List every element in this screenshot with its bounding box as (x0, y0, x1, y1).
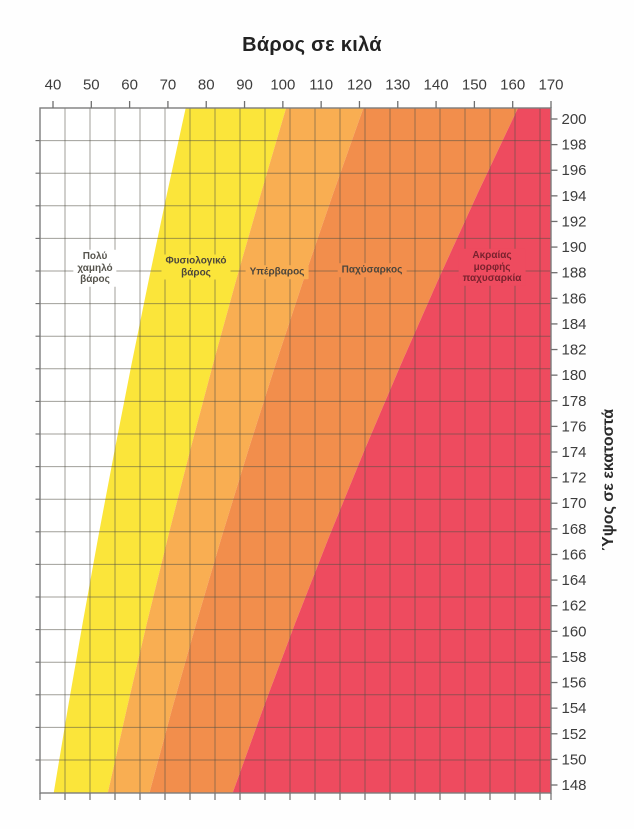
y-tick-label: 182 (561, 342, 586, 359)
x-tick-label: 90 (236, 77, 253, 94)
y-tick-label: 172 (561, 470, 586, 487)
y-tick-label: 160 (561, 623, 586, 640)
y-tick-label: 184 (561, 316, 586, 333)
y-tick-label: 156 (561, 675, 586, 692)
plot-border (39, 107, 552, 794)
y-tick-label: 158 (561, 649, 586, 666)
y-tick-label: 174 (561, 444, 586, 461)
y-tick-label: 192 (561, 213, 586, 230)
y-tick-label: 176 (561, 418, 586, 435)
y-tick-label: 148 (561, 777, 586, 794)
x-tick-label: 120 (347, 77, 372, 94)
x-tick-label: 80 (198, 77, 215, 94)
y-tick-label: 180 (561, 367, 586, 384)
y-tick-label: 152 (561, 726, 586, 743)
x-tick-label: 60 (121, 77, 138, 94)
y-tick-label: 190 (561, 239, 586, 256)
y-tick-label: 164 (561, 572, 586, 589)
y-tick-label: 168 (561, 521, 586, 538)
zone-label-obese: Παχύσαρκος (337, 263, 407, 277)
y-tick-label: 200 (561, 111, 586, 128)
x-tick-label: 170 (538, 77, 563, 94)
x-tick-label: 70 (160, 77, 177, 94)
zone-area-3 (149, 108, 518, 793)
y-tick-label: 154 (561, 700, 586, 717)
y-tick-label: 162 (561, 598, 586, 615)
y-tick-label: 188 (561, 265, 586, 282)
x-tick-label: 110 (309, 77, 333, 94)
x-tick-label: 40 (45, 77, 62, 94)
y-tick-label: 198 (561, 137, 586, 154)
x-tick-label: 100 (270, 77, 295, 94)
x-tick-label: 50 (83, 77, 100, 94)
x-tick-label: 160 (500, 77, 525, 94)
zone-area-2 (107, 108, 364, 793)
y-tick-label: 186 (561, 290, 586, 307)
y-tick-label: 170 (561, 495, 586, 512)
y-tick-label: 194 (561, 188, 586, 205)
zone-label-normal-weight: Φυσιολογικό βάρος (161, 254, 231, 280)
y-tick-label: 196 (561, 162, 586, 179)
x-tick-label: 130 (385, 77, 410, 94)
zone-label-extreme-obesity: Ακραίας μορφής παχυσαρκία (458, 248, 526, 286)
x-tick-label: 150 (462, 77, 487, 94)
y-tick-label: 150 (561, 751, 586, 768)
chart-title: Βάρος σε κιλά (242, 34, 382, 56)
zone-label-overweight: Υπέρβαρος (245, 265, 309, 279)
x-tick-label: 140 (424, 77, 449, 94)
y-tick-label: 166 (561, 546, 586, 563)
y-tick-label: 178 (561, 393, 586, 410)
y-axis-title: Ύψος σε εκατοστά (600, 408, 617, 552)
zone-label-underweight: Πολύ χαμηλό βάρος (73, 249, 117, 287)
